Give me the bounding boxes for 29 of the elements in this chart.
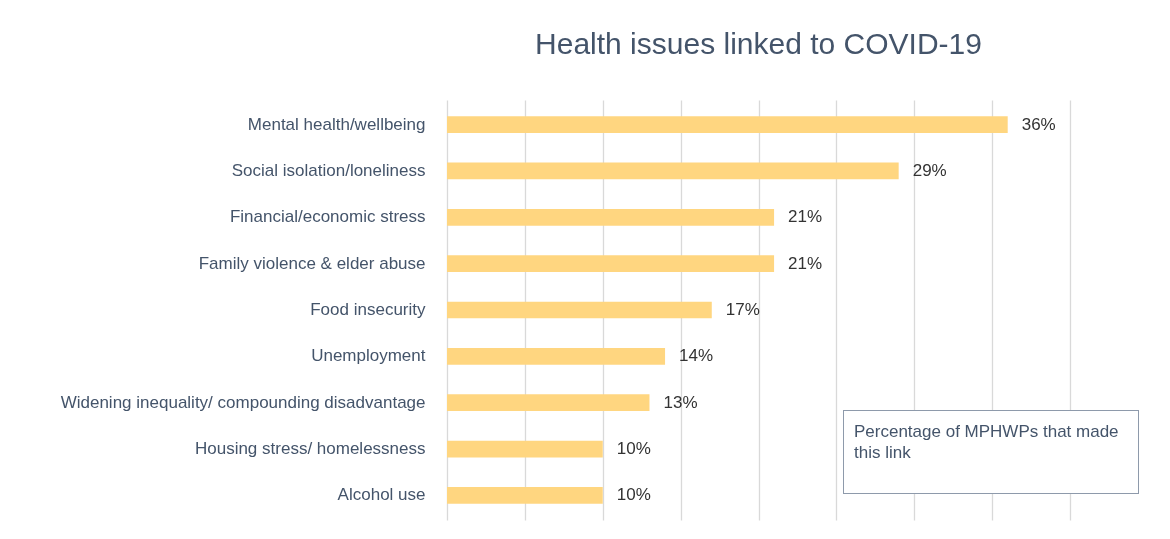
data-label: 36% [1021,114,1056,134]
data-label: 14% [679,346,714,366]
data-label: 29% [912,160,947,180]
bar [447,348,666,365]
bar [447,116,1008,133]
data-label: 21% [788,207,823,227]
bar [447,255,775,272]
bar [447,162,899,180]
text-box: Percentage of MPHWPs that made this link [843,410,1139,494]
data-label: 10% [616,485,651,505]
bar [447,394,650,412]
y-tick-label: Alcohol use [337,485,426,505]
data-label: 17% [725,300,760,319]
y-tick-label: Family violence & elder abuse [198,253,426,273]
data-label: 13% [663,392,698,412]
y-tick-label: Financial/economic stress [229,207,426,227]
y-tick-label: Food insecurity [310,300,426,319]
y-tick-label: Mental health/wellbeing [247,114,426,134]
bar [447,208,775,226]
bar [447,487,603,504]
bar [447,301,712,319]
y-tick-label: Widening inequality/ compounding disadvantage [60,392,426,412]
chart-title: Health issues linked to COVID-19 [535,27,982,60]
y-tick-label: Housing stress/ homelessness [194,439,426,459]
y-tick-label: Social isolation/loneliness [231,160,426,180]
data-label: 10% [616,439,651,459]
y-tick-label: Unemployment [311,346,426,366]
bar [447,440,603,458]
data-label: 21% [788,253,823,273]
